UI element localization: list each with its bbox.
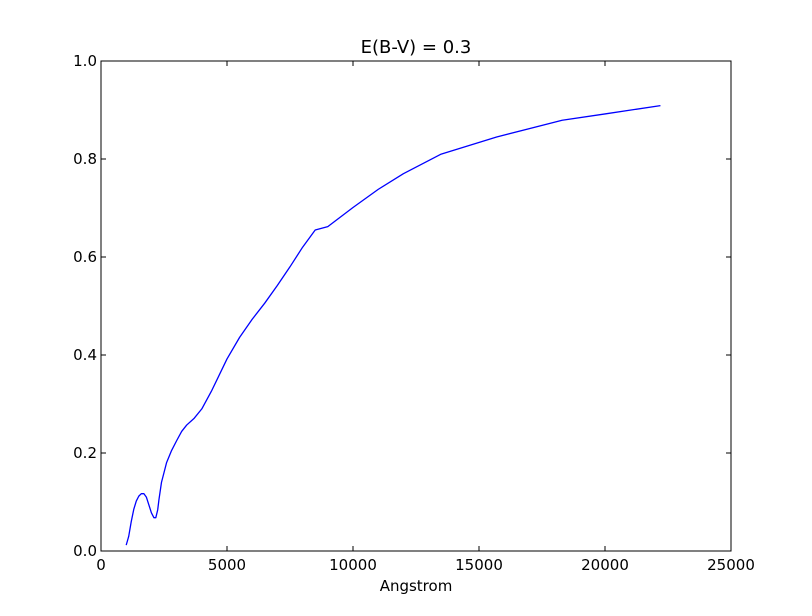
y-tick-label-1: 0.2 xyxy=(73,444,97,462)
tick-layer: 0 5000 10000 15000 20000 25000 0.0 0.2 0.4 0.6 0.8… xyxy=(73,52,755,574)
plot-frame xyxy=(100,60,732,552)
y-tick-label-0: 0.0 xyxy=(73,542,97,560)
y-tick-label-4: 0.8 xyxy=(73,150,97,168)
y-tick-label-3: 0.6 xyxy=(73,248,97,266)
x-tick-label-5: 25000 xyxy=(707,556,755,574)
x-axis-label: Angstrom xyxy=(380,577,453,595)
x-tick-label-3: 15000 xyxy=(455,556,503,574)
series-line-0 xyxy=(125,104,661,546)
y-tick-label-5: 1.0 xyxy=(73,52,97,70)
x-tick-label-2: 10000 xyxy=(329,556,377,574)
y-tick-label-2: 0.4 xyxy=(73,346,97,364)
series-layer xyxy=(125,104,661,546)
x-tick-label-0: 0 xyxy=(96,556,106,574)
x-tick-label-4: 20000 xyxy=(581,556,629,574)
chart-title: E(B-V) = 0.3 xyxy=(361,37,472,58)
x-tick-label-1: 5000 xyxy=(208,556,246,574)
